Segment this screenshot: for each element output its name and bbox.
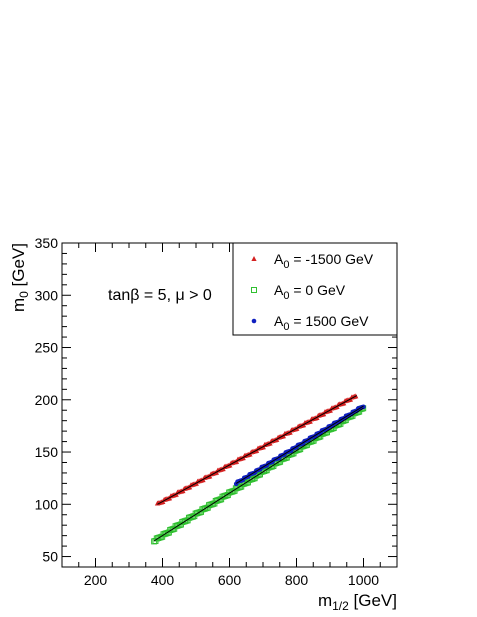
x-tick-label: 800 [285, 572, 309, 588]
y-tick-label: 300 [35, 287, 59, 303]
y-tick-label: 250 [35, 340, 59, 356]
x-tick-label: 200 [84, 572, 108, 588]
legend-label-0: A0 = -1500 GeV [274, 251, 374, 271]
axis-tick-labels: 200 400 600 800 1000 50 100 150 200 250 300 350 [35, 235, 380, 588]
series-fit-line-2 [235, 405, 364, 484]
series-fit-line-1 [153, 407, 364, 542]
legend-label-1: A0 = 0 GeV [274, 282, 346, 302]
series-fit-line-0 [157, 395, 358, 505]
legend-marker-2 [251, 318, 257, 324]
data-point [361, 404, 366, 410]
legend-box [232, 242, 398, 336]
x-tick-label: 400 [151, 572, 175, 588]
x-tick-label: 600 [218, 572, 242, 588]
data-points [151, 393, 367, 545]
x-axis-title: m1/2 [GeV] [318, 591, 397, 613]
fit-lines [153, 395, 364, 542]
parameter-annotation: tanβ = 5, μ > 0 [108, 287, 212, 304]
y-tick-label: 150 [35, 444, 59, 460]
legend: A0 = -1500 GeV A0 = 0 GeV A0 = 1500 GeV [232, 242, 398, 336]
x-tick-label: 1000 [348, 572, 379, 588]
legend-items: A0 = -1500 GeV A0 = 0 GeV A0 = 1500 GeV [251, 251, 374, 333]
y-tick-label: 100 [35, 496, 59, 512]
y-tick-label: 50 [42, 549, 58, 565]
legend-label-2: A0 = 1500 GeV [274, 313, 369, 333]
legend-marker-1 [251, 287, 257, 293]
y-tick-label: 200 [35, 392, 59, 408]
y-tick-label: 350 [35, 235, 59, 251]
legend-marker-0 [251, 256, 257, 261]
y-axis-title: m0 [GeV] [9, 243, 31, 312]
